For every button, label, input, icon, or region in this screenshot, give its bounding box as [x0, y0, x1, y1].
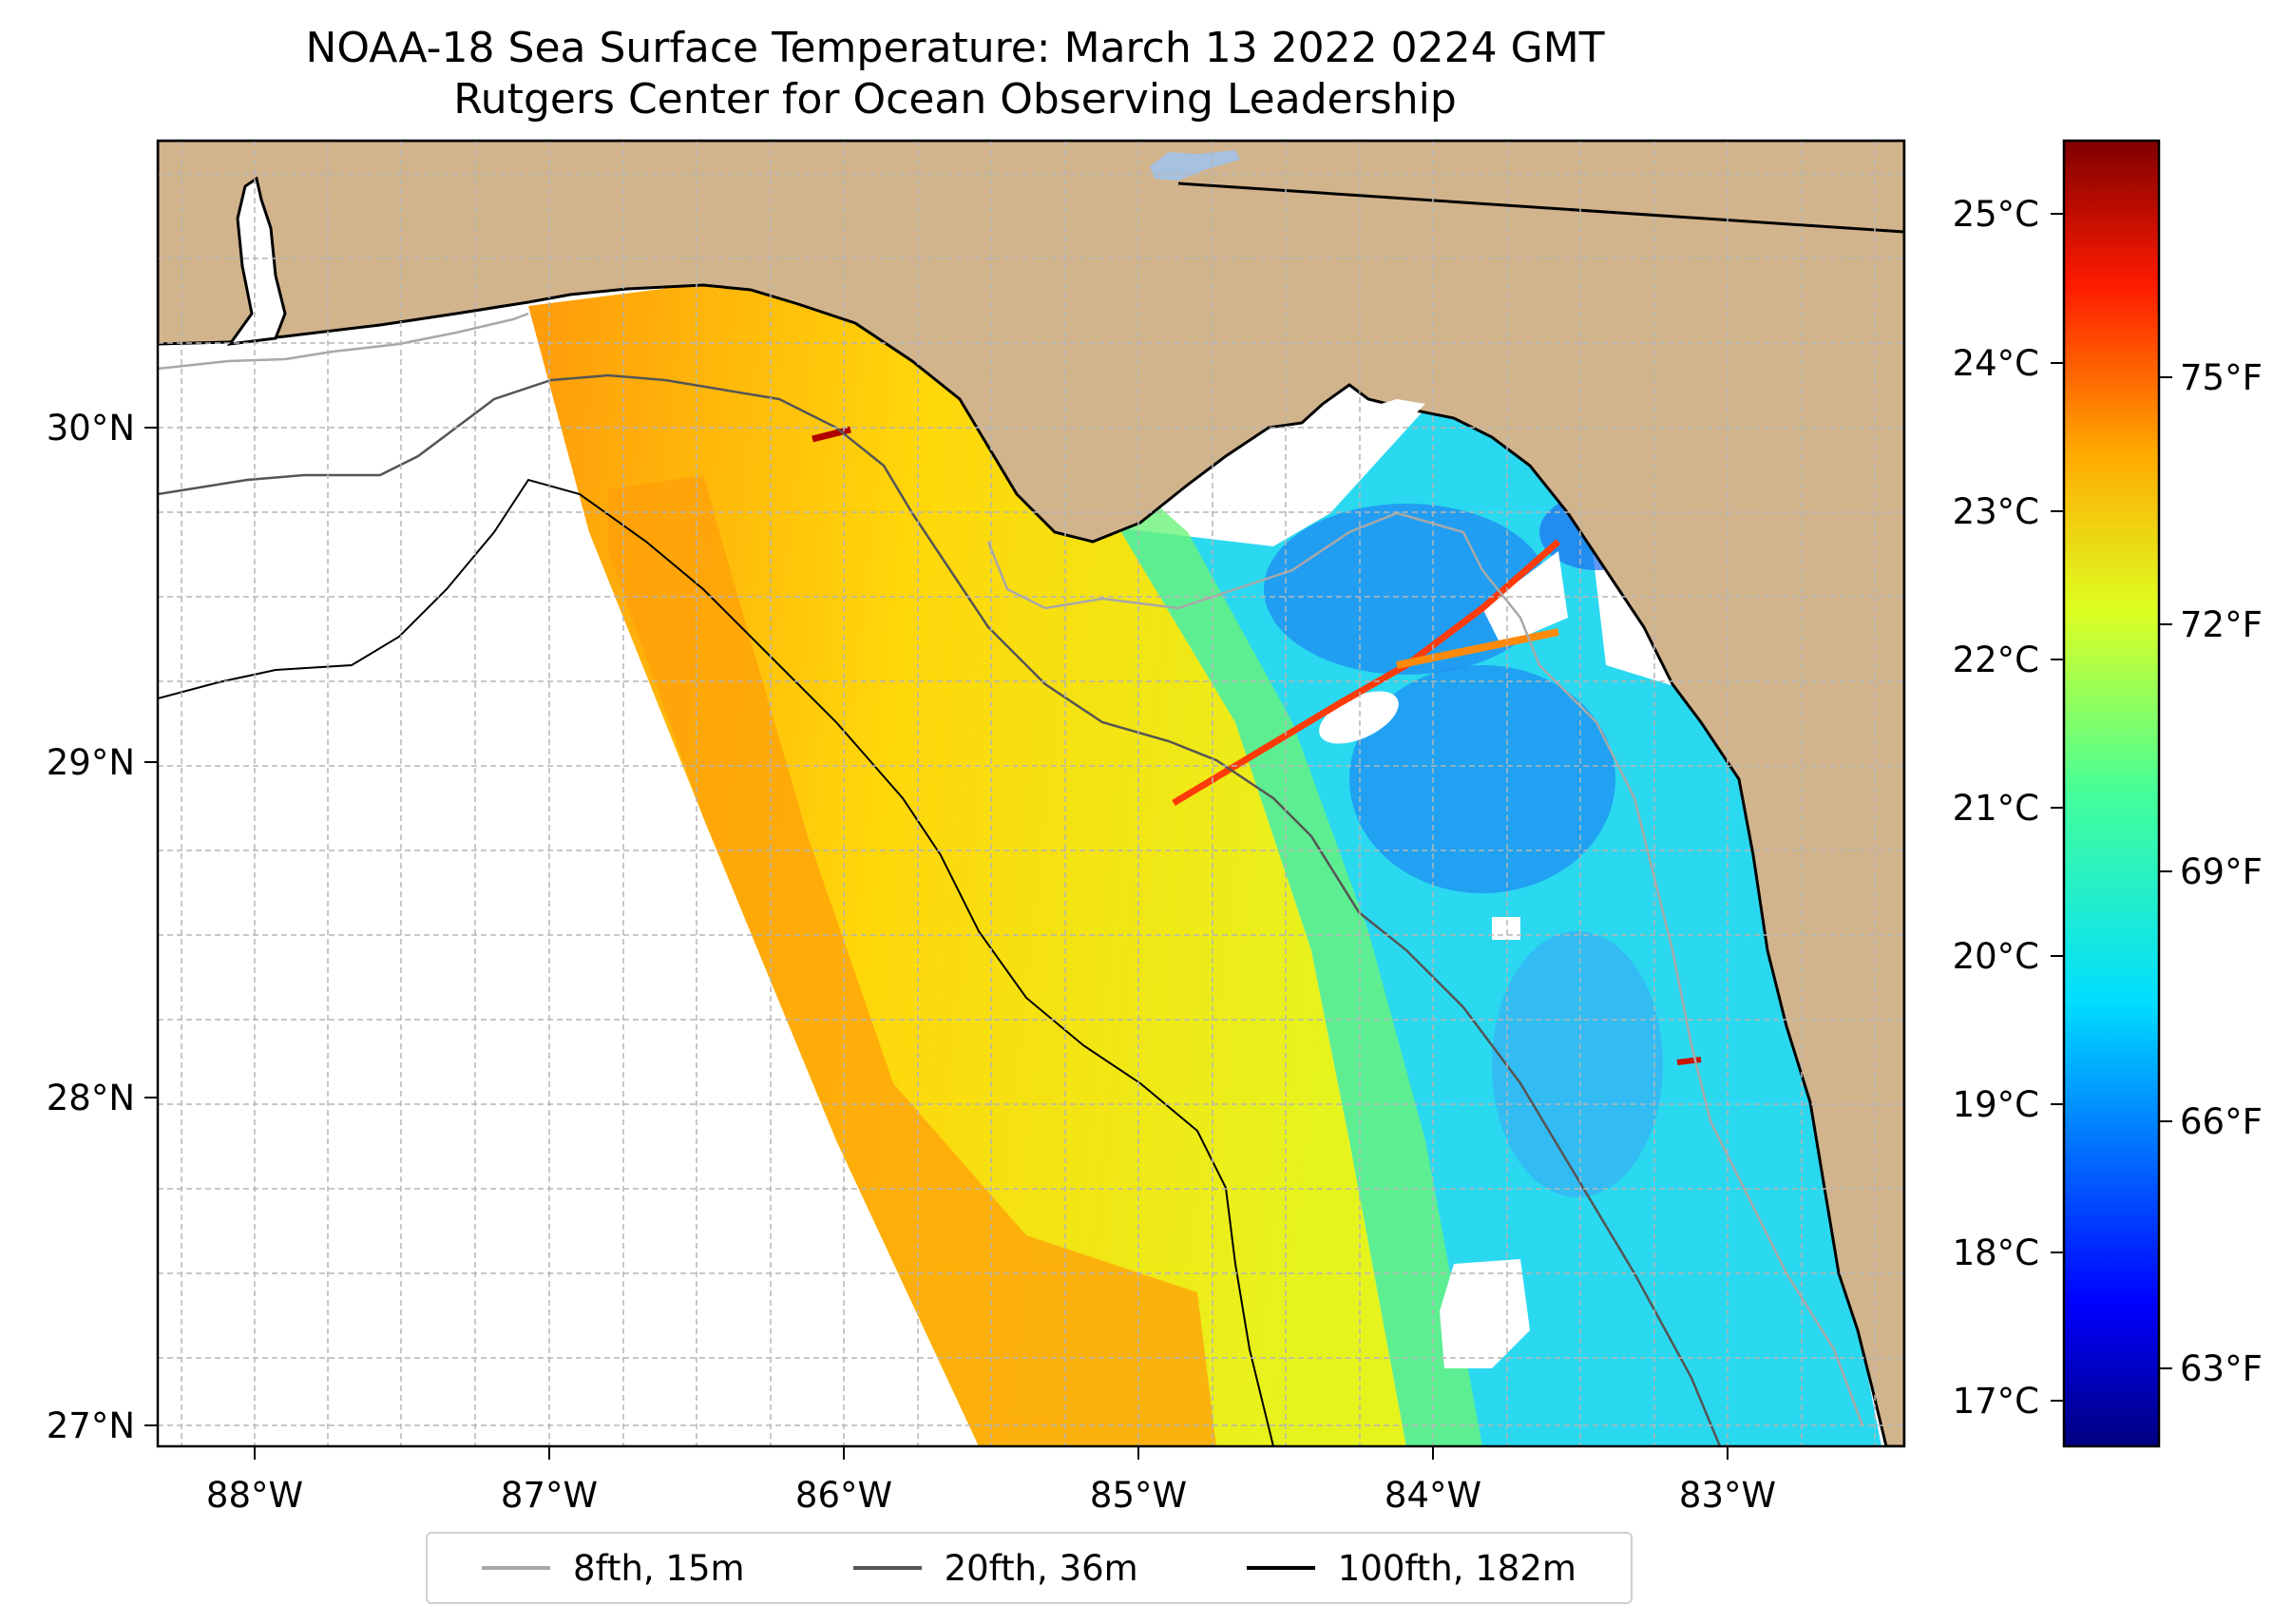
colorbar-celsius-label: 22°C: [1953, 640, 2039, 680]
graticule: [158, 141, 1904, 1446]
sst-cool-patch: [1492, 931, 1663, 1197]
lat-tick-label: 27°N: [47, 1405, 135, 1446]
map-legend: 8fth, 15m 20fth, 36m 100fth, 182m: [426, 1532, 1633, 1604]
legend-swatch: [482, 1566, 551, 1570]
legend-item-8fth: 8fth, 15m: [482, 1548, 745, 1589]
lon-tick-label: 87°W: [501, 1475, 598, 1516]
lat-tick-label: 29°N: [47, 742, 135, 783]
colorbar-fahrenheit-label: 66°F: [2180, 1101, 2263, 1142]
legend-item-100fth: 100fth, 182m: [1246, 1547, 1576, 1589]
colorbar-fahrenheit-label: 72°F: [2180, 604, 2263, 645]
map-frame: [156, 139, 1906, 1448]
contour-100fth: [158, 478, 1274, 1446]
contour-8fth: [158, 312, 1864, 1426]
sst-cool-patch: [1349, 665, 1615, 893]
sst-cool-patch: [1264, 504, 1549, 675]
lon-tick-label: 88°W: [206, 1475, 303, 1516]
state-border: [1177, 182, 1904, 234]
legend-label: 8fth, 15m: [573, 1547, 745, 1589]
colorbar-celsius-label: 21°C: [1953, 788, 2039, 829]
lat-tick-label: 30°N: [47, 408, 135, 449]
legend-item-20fth: 20fth, 36m: [852, 1547, 1138, 1589]
warm-streak: [1676, 1057, 1702, 1065]
mobile-bay: [226, 176, 287, 346]
chart-title: NOAA-18 Sea Surface Temperature: March 1…: [305, 24, 1605, 72]
colorbar-fahrenheit-label: 63°F: [2180, 1348, 2263, 1389]
legend-label: 20fth, 36m: [944, 1547, 1138, 1589]
lon-tick-label: 84°W: [1385, 1475, 1481, 1516]
colorbar-fahrenheit-label: 75°F: [2180, 357, 2263, 398]
sst-warm-band: [608, 475, 1216, 1446]
colorbar-celsius-label: 20°C: [1953, 936, 2039, 977]
colorbar-celsius-label: 17°C: [1953, 1381, 2039, 1422]
cloud-gap: [1492, 917, 1520, 940]
colorbar-celsius-label: 24°C: [1953, 343, 2039, 384]
legend-swatch: [852, 1566, 922, 1570]
colorbar-ticks: [2051, 213, 2172, 1402]
colorbar-celsius-label: 25°C: [1953, 194, 2039, 235]
sst-swath-warm: [528, 277, 1406, 1446]
colorbar-celsius-label: 19°C: [1953, 1084, 2039, 1125]
lat-tick-label: 28°N: [47, 1078, 135, 1118]
cloud-gap: [1482, 551, 1568, 646]
axis-ticks: [144, 427, 1729, 1460]
warm-streak: [1396, 628, 1559, 669]
lon-tick-label: 86°W: [795, 1475, 892, 1516]
map-area: [158, 141, 1904, 1446]
lon-tick-label: 83°W: [1679, 1475, 1776, 1516]
colorbar-celsius-label: 23°C: [1953, 491, 2039, 532]
land-mass: [158, 141, 1904, 1446]
colorbar-fahrenheit-label: 69°F: [2180, 851, 2263, 892]
cloud-gap: [1319, 691, 1399, 744]
colorbar-celsius-label: 18°C: [1953, 1232, 2039, 1273]
nodata-coast: [1349, 399, 1425, 423]
legend-label: 100fth, 182m: [1337, 1547, 1576, 1589]
lon-tick-label: 85°W: [1090, 1475, 1187, 1516]
chart-subtitle: Rutgers Center for Ocean Observing Leade…: [453, 75, 1457, 124]
lake: [1150, 150, 1240, 181]
sst-transition: [950, 361, 1482, 1446]
legend-swatch: [1246, 1566, 1315, 1570]
colorbar: [2062, 139, 2161, 1448]
